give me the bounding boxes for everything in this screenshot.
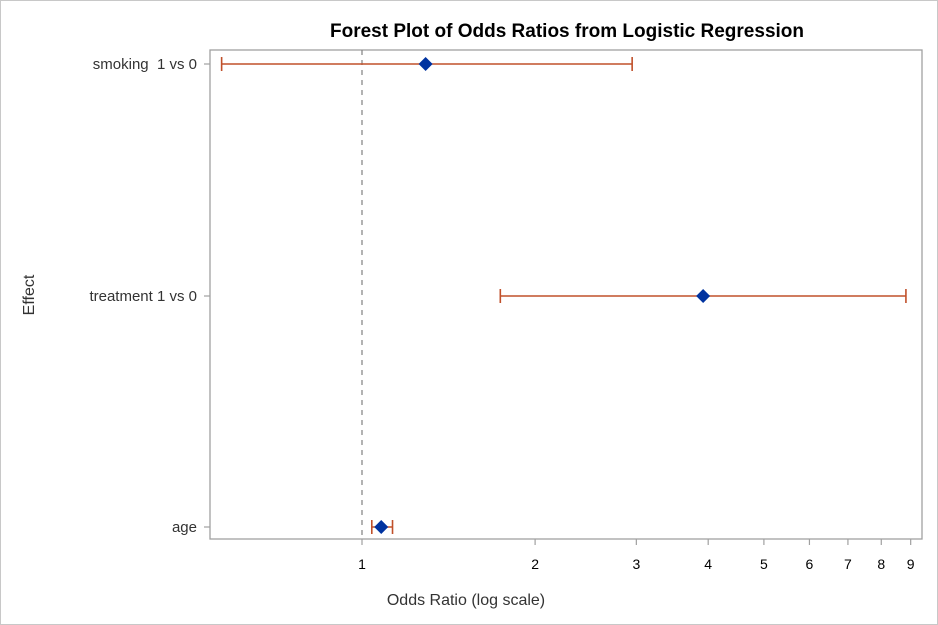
x-tick-label: 5 [760, 556, 768, 572]
x-axis-label: Odds Ratio (log scale) [387, 592, 545, 609]
x-tick-label: 2 [531, 556, 539, 572]
y-tick-label: smoking 1 vs 0 [93, 56, 197, 73]
x-tick-label: 4 [704, 556, 712, 572]
y-tick-label: treatment 1 vs 0 [89, 288, 197, 305]
odds-ratio-point [418, 57, 433, 71]
x-tick-label: 1 [358, 556, 366, 572]
x-tick-label: 3 [632, 556, 640, 572]
plot-frame [209, 49, 923, 540]
y-tick-label: age [172, 519, 197, 536]
y-axis-label: Effect [21, 274, 38, 315]
x-tick-label: 8 [877, 556, 885, 572]
x-tick-label: 6 [806, 556, 814, 572]
x-tick-label: 9 [907, 556, 915, 572]
x-tick-label: 7 [844, 556, 852, 572]
odds-ratio-point [374, 520, 389, 534]
chart-title: Forest Plot of Odds Ratios from Logistic… [330, 21, 804, 42]
odds-ratio-point [696, 289, 711, 303]
